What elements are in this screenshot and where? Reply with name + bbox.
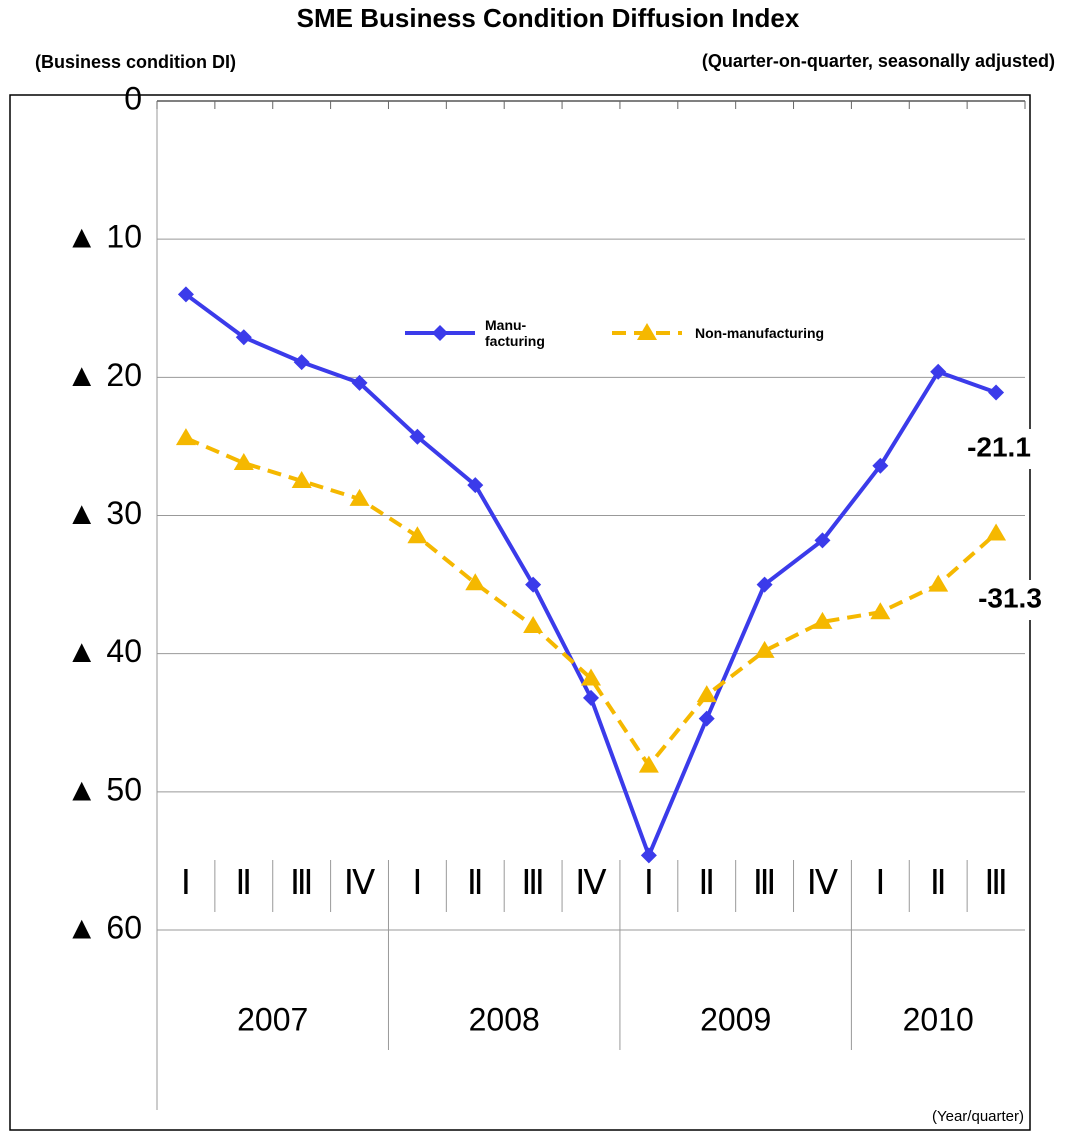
data-point [465, 573, 486, 591]
data-point [814, 532, 831, 549]
data-point [233, 452, 254, 470]
data-point [870, 602, 891, 620]
x-tick-label: Ⅰ [875, 865, 885, 902]
data-point [175, 428, 196, 446]
x-tick-label: Ⅰ [644, 865, 654, 902]
subtitle: (Quarter-on-quarter, seasonally adjusted… [702, 51, 1055, 71]
x-tick-label: Ⅳ [344, 865, 376, 902]
x-tick-label: Ⅳ [575, 865, 607, 902]
data-point [581, 668, 601, 686]
label-background [954, 429, 1044, 469]
x-tick-label: Ⅱ [235, 865, 252, 902]
x-tick-label: Ⅳ [807, 865, 839, 902]
chart-title: SME Business Condition Diffusion Index [297, 3, 800, 33]
data-point [523, 616, 544, 634]
data-point [872, 457, 889, 474]
data-point [407, 526, 428, 544]
series-line [185, 436, 998, 769]
legend-label: Non-manufacturing [695, 325, 825, 341]
data-point [351, 374, 368, 391]
x-tick-label: Ⅲ [984, 865, 1007, 902]
x-group-label: 2007 [237, 1001, 308, 1037]
data-point [293, 354, 310, 371]
y-tick-label: ▲ 20 [66, 357, 142, 393]
y-axis-label: (Business condition DI) [35, 52, 236, 72]
data-point [988, 384, 1005, 401]
y-tick-label: ▲ 10 [66, 219, 142, 255]
data-point [930, 363, 947, 380]
x-tick-label: Ⅱ [930, 865, 947, 902]
x-group-label: 2010 [903, 1001, 974, 1037]
data-point [409, 428, 426, 445]
data-point [349, 488, 370, 506]
data-point [638, 755, 659, 773]
data-point [696, 685, 717, 703]
data-point [525, 576, 542, 593]
y-tick-label: ▲ 30 [66, 495, 142, 531]
x-tick-label: Ⅲ [753, 865, 776, 902]
data-point [698, 710, 715, 727]
data-label: -21.1 [967, 431, 1031, 462]
data-point [986, 523, 1007, 541]
x-tick-label: Ⅲ [290, 865, 313, 902]
series-line [184, 292, 997, 861]
legend-label: Manu- facturing [485, 317, 545, 349]
data-point [756, 576, 773, 593]
y-tick-label: ▲ 60 [66, 909, 142, 945]
y-tick-label: ▲ 40 [66, 633, 142, 669]
x-group-label: 2008 [469, 1001, 540, 1037]
data-point [177, 286, 194, 303]
x-axis-label: (Year/quarter) [932, 1108, 1024, 1125]
x-tick-label: Ⅲ [521, 865, 544, 902]
label-background [965, 580, 1055, 620]
y-tick-label: 0 [124, 80, 142, 116]
x-tick-label: Ⅱ [698, 865, 715, 902]
data-point [432, 325, 448, 341]
data-point [235, 329, 252, 346]
data-point [928, 574, 949, 592]
x-tick-label: Ⅱ [467, 865, 484, 902]
x-group-label: 2009 [700, 1001, 771, 1037]
data-point [291, 470, 312, 488]
data-point [637, 323, 657, 340]
data-point [467, 477, 484, 494]
data-point [812, 611, 833, 629]
x-tick-label: Ⅰ [412, 865, 422, 902]
y-tick-label: ▲ 50 [66, 771, 142, 807]
x-tick-label: Ⅰ [181, 865, 191, 902]
data-point [754, 640, 775, 658]
data-label: -31.3 [978, 582, 1042, 613]
data-point [640, 847, 657, 864]
data-point [583, 689, 599, 706]
